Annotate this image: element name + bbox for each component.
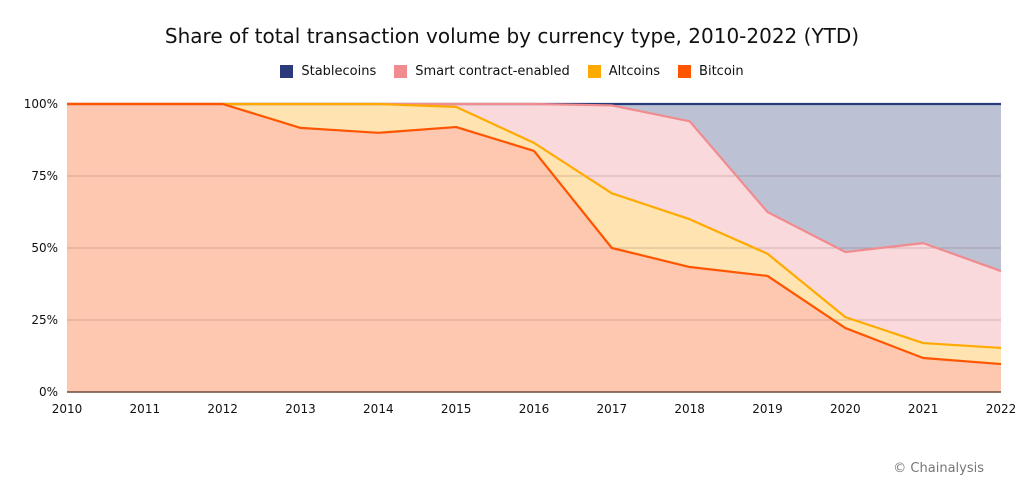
legend: Stablecoins Smart contract-enabled Altcoin… bbox=[0, 64, 1024, 79]
x-tick-label: 2011 bbox=[130, 402, 161, 416]
chart-title: Share of total transaction volume by cur… bbox=[164, 24, 860, 48]
legend-swatch bbox=[678, 65, 692, 78]
legend-swatch bbox=[280, 65, 294, 78]
y-tick-label: 0% bbox=[39, 385, 58, 399]
legend-label: Bitcoin bbox=[699, 64, 744, 79]
x-tick-label: 2010 bbox=[52, 402, 83, 416]
legend-swatch bbox=[587, 65, 601, 78]
legend-label: Smart contract-enabled bbox=[415, 64, 570, 79]
legend-label: Stablecoins bbox=[301, 64, 377, 79]
legend-item: Altcoins bbox=[587, 64, 661, 79]
x-tick-label: 2012 bbox=[207, 402, 238, 416]
y-tick-label: 25% bbox=[31, 313, 58, 327]
area-smart-contract-enabled bbox=[67, 104, 1001, 348]
legend-swatch bbox=[394, 65, 408, 78]
x-tick-label: 2013 bbox=[285, 402, 316, 416]
x-tick-label: 2021 bbox=[908, 402, 939, 416]
x-tick-label: 2016 bbox=[519, 402, 550, 416]
x-tick-label: 2014 bbox=[363, 402, 394, 416]
legend-item: Bitcoin bbox=[678, 64, 744, 79]
area-bitcoin bbox=[67, 104, 1001, 392]
x-tick-label: 2017 bbox=[597, 402, 628, 416]
x-tick-label: 2015 bbox=[441, 402, 472, 416]
x-tick-label: 2022 bbox=[986, 402, 1017, 416]
y-tick-label: 100% bbox=[24, 97, 58, 111]
line-bitcoin bbox=[67, 102, 1002, 366]
area-stablecoins bbox=[67, 104, 1001, 272]
x-tick-label: 2020 bbox=[830, 402, 861, 416]
legend-item: Smart contract-enabled bbox=[394, 64, 570, 79]
legend-item: Stablecoins bbox=[280, 64, 376, 79]
x-tick-label: 2019 bbox=[752, 402, 783, 416]
y-tick-label: 75% bbox=[31, 169, 58, 183]
source-credit: © Chainalysis bbox=[893, 461, 984, 476]
y-tick-label: 50% bbox=[31, 241, 58, 255]
x-tick-label: 2018 bbox=[674, 402, 705, 416]
legend-label: Altcoins bbox=[608, 64, 661, 79]
